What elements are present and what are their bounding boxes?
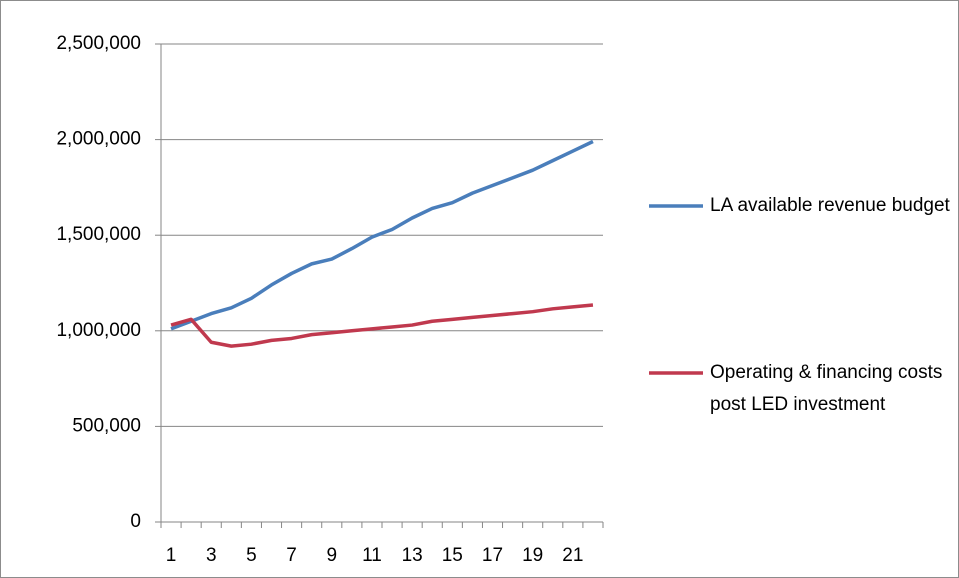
- x-tick-label: 11: [362, 545, 382, 566]
- y-tick-label: 2,500,000: [56, 33, 141, 54]
- x-tick-label: 13: [402, 545, 423, 566]
- y-tick-label: 1,000,000: [56, 320, 141, 341]
- series-line: [170, 139, 594, 331]
- x-tick-label: 17: [482, 545, 503, 566]
- legend-label: Operating & financing costs post LED inv…: [710, 362, 943, 415]
- x-tick-label: 5: [246, 545, 257, 566]
- legend-label: LA available revenue budget: [710, 195, 950, 216]
- y-tick-label: 500,000: [72, 415, 141, 436]
- y-tick-label: 0: [130, 511, 141, 532]
- series-line: [170, 303, 594, 348]
- y-tick-label: 1,500,000: [56, 224, 141, 245]
- x-tick-label: 7: [286, 545, 297, 566]
- x-tick-label: 1: [166, 545, 177, 566]
- x-tick-label: 15: [442, 545, 463, 566]
- x-tick-label: 21: [562, 545, 583, 566]
- x-tick-label: 3: [206, 545, 217, 566]
- x-tick-label: 9: [326, 545, 337, 566]
- x-tick-label: 19: [522, 545, 543, 566]
- y-tick-label: 2,000,000: [56, 129, 141, 150]
